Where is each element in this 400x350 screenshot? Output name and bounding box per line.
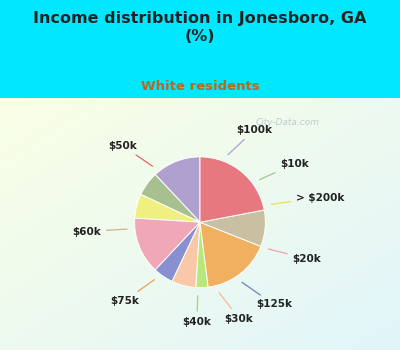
Text: $20k: $20k bbox=[268, 249, 321, 264]
Text: $100k: $100k bbox=[228, 125, 272, 155]
Wedge shape bbox=[135, 218, 200, 270]
Wedge shape bbox=[141, 175, 200, 222]
Text: City-Data.com: City-Data.com bbox=[256, 118, 320, 127]
Wedge shape bbox=[155, 222, 200, 281]
Text: $60k: $60k bbox=[72, 226, 127, 237]
Wedge shape bbox=[200, 222, 261, 287]
Text: White residents: White residents bbox=[141, 80, 259, 93]
Text: $30k: $30k bbox=[219, 293, 254, 323]
Wedge shape bbox=[155, 157, 200, 222]
Text: $40k: $40k bbox=[182, 296, 211, 327]
Wedge shape bbox=[200, 157, 264, 222]
Wedge shape bbox=[200, 210, 265, 246]
Wedge shape bbox=[135, 194, 200, 222]
Text: > $200k: > $200k bbox=[271, 193, 345, 204]
Wedge shape bbox=[196, 222, 208, 288]
Text: $125k: $125k bbox=[242, 282, 292, 309]
Text: $10k: $10k bbox=[260, 159, 309, 180]
Text: Income distribution in Jonesboro, GA
(%): Income distribution in Jonesboro, GA (%) bbox=[33, 10, 367, 44]
Text: $75k: $75k bbox=[110, 280, 154, 306]
Text: $50k: $50k bbox=[108, 141, 153, 166]
Wedge shape bbox=[172, 222, 200, 287]
